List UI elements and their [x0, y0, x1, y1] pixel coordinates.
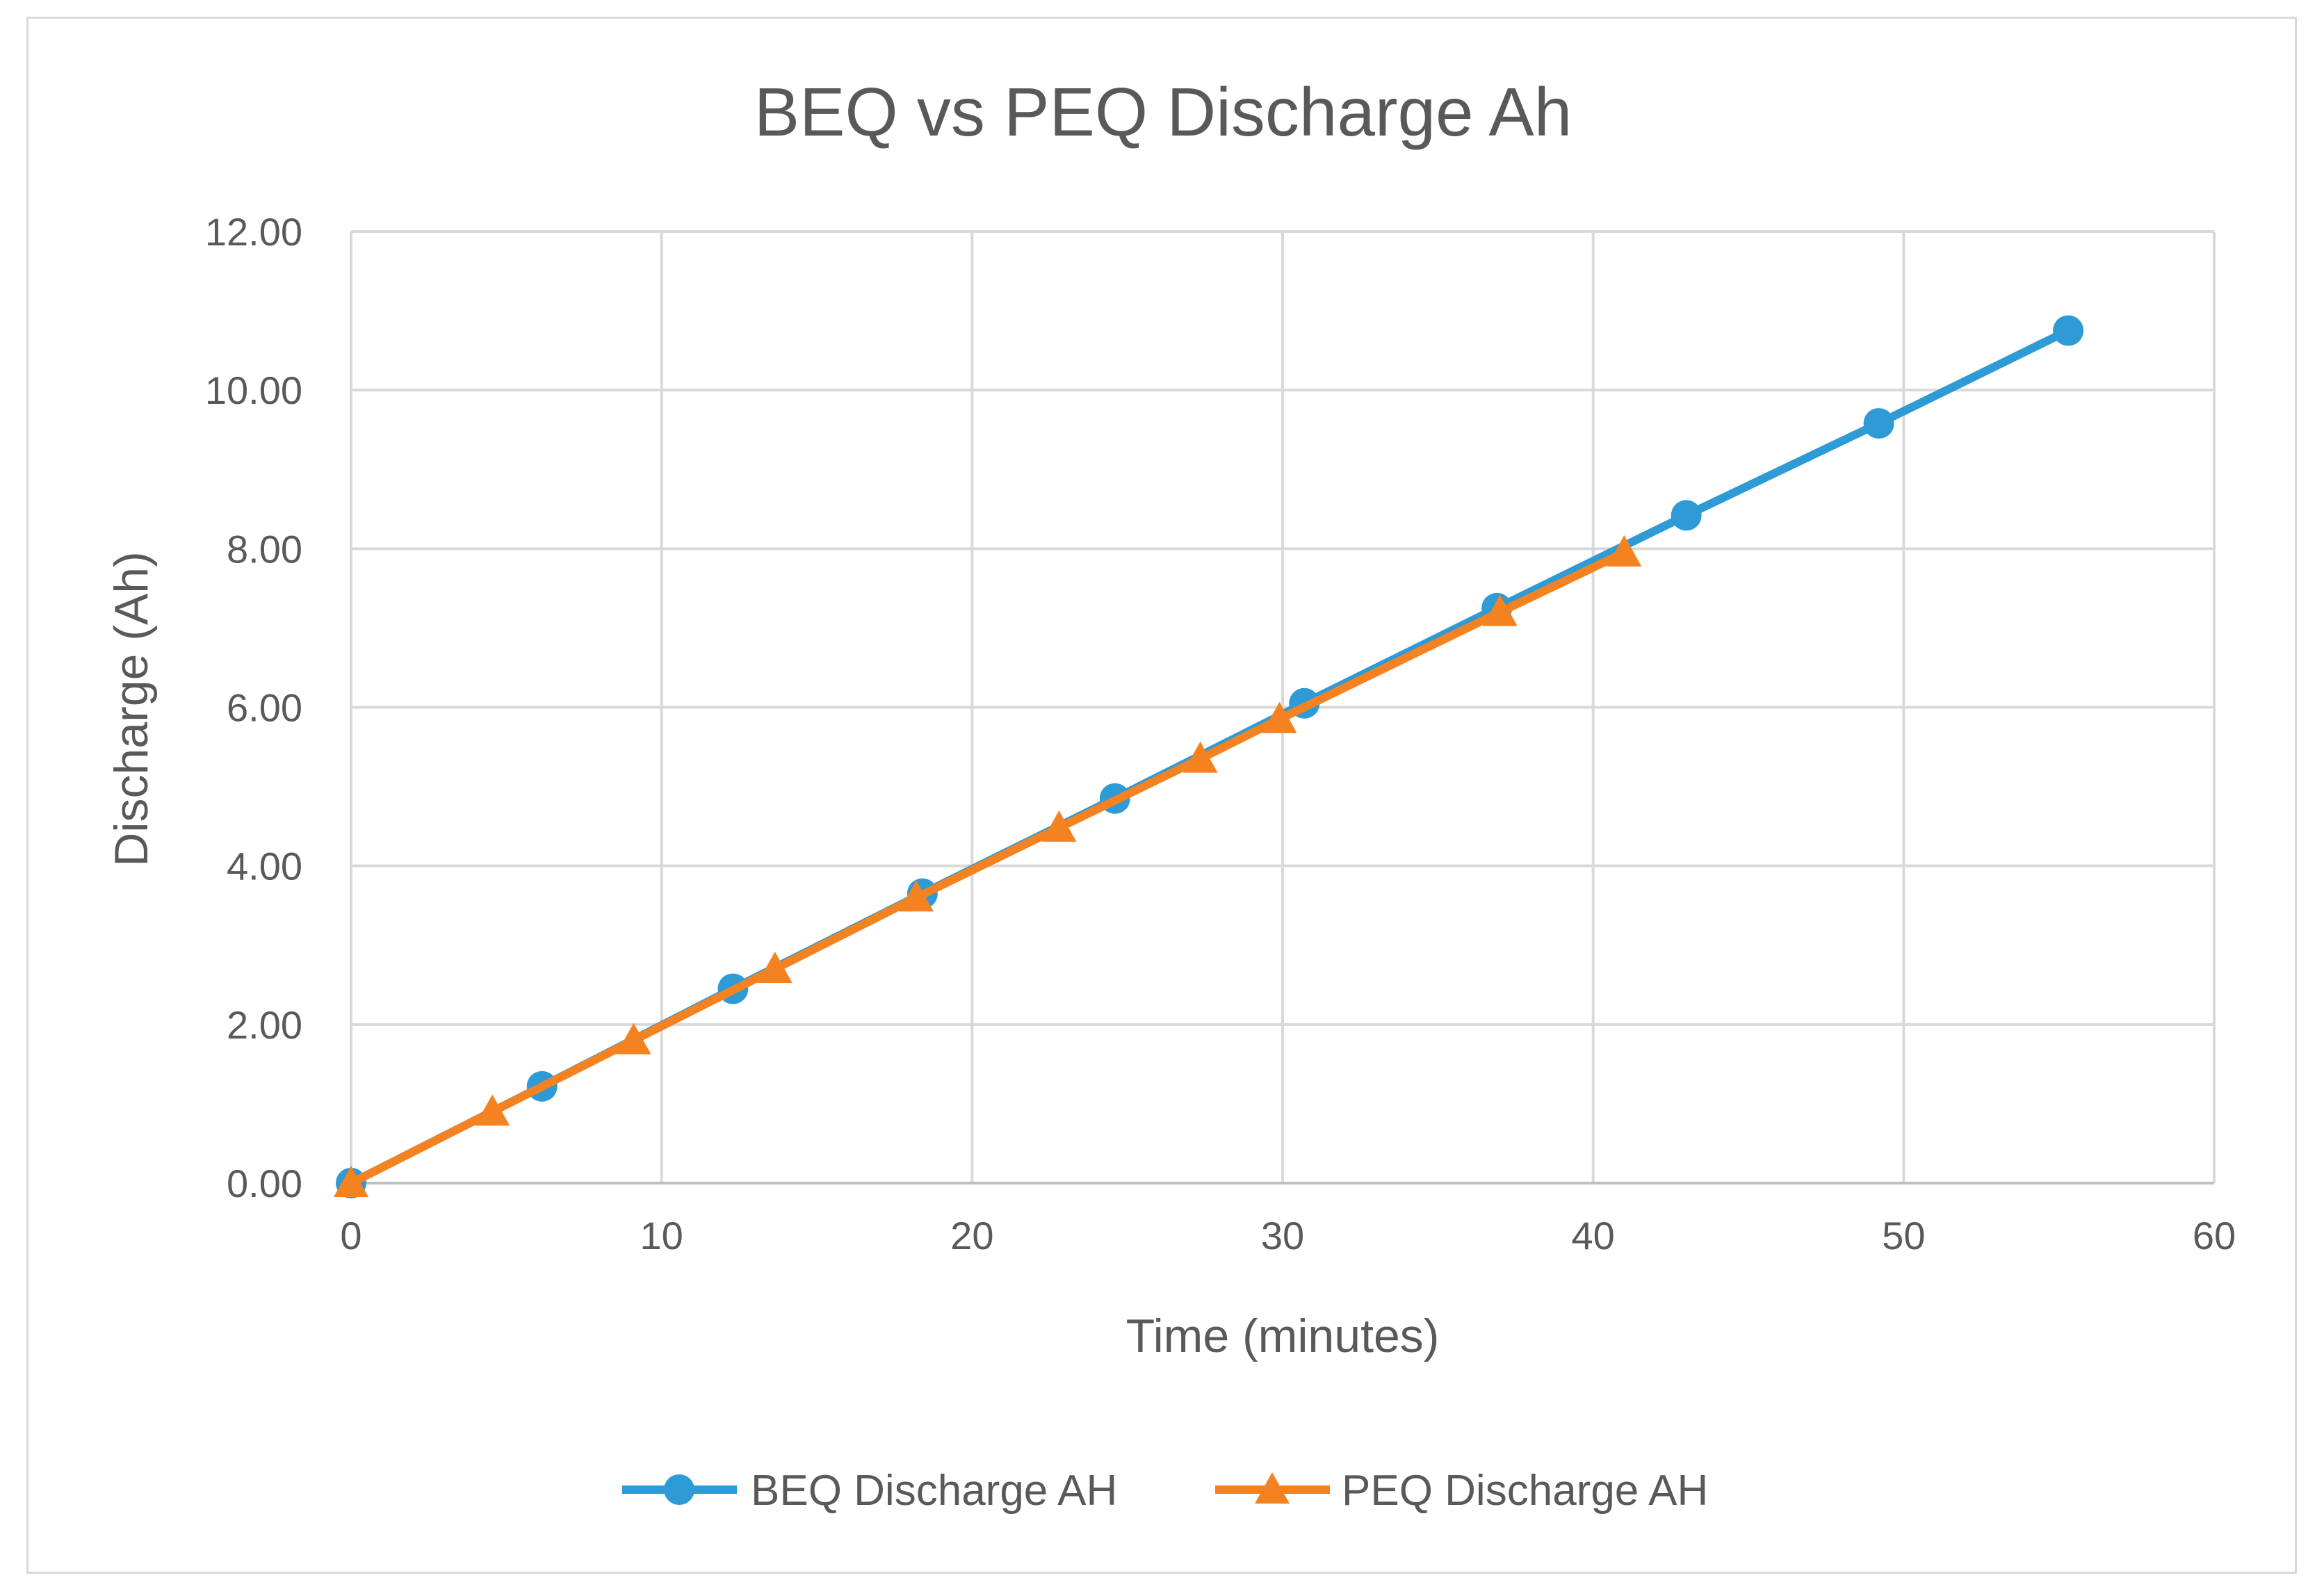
tick-labels: 0.00 2.00 4.00 6.00 8.00 10.00 12.00 0 10 20 30 40 5…	[205, 210, 2236, 1257]
legend[interactable]: BEQ Discharge AH PEQ Discharge AH	[622, 1467, 1708, 1515]
x-axis-title: Time (minutes)	[1126, 1310, 1440, 1362]
data-point	[2053, 315, 2084, 346]
x-tick-label: 30	[1261, 1214, 1304, 1257]
legend-entry-1[interactable]: BEQ Discharge AH	[622, 1467, 1117, 1515]
legend-entry-2[interactable]: PEQ Discharge AH	[1215, 1467, 1708, 1515]
y-tick-label: 0.00	[227, 1162, 302, 1205]
x-tick-label: 50	[1882, 1214, 1925, 1257]
data-point	[1041, 810, 1077, 842]
data-point	[616, 1023, 651, 1054]
x-tick-label: 10	[640, 1214, 683, 1257]
data-point	[1183, 741, 1218, 773]
chart-title: BEQ vs PEQ Discharge Ah	[754, 74, 1572, 150]
data-point	[1863, 408, 1894, 439]
series-line	[347, 548, 1629, 1187]
chart-frame	[26, 17, 2297, 1574]
data-point	[757, 951, 793, 983]
data-point	[334, 1166, 368, 1197]
x-tick-label: 40	[1572, 1214, 1615, 1257]
data-point	[898, 880, 934, 912]
y-tick-label: 12.00	[205, 210, 302, 254]
x-tick-label: 60	[2193, 1214, 2236, 1257]
y-tick-label: 10.00	[205, 368, 302, 412]
data-point	[475, 1094, 510, 1126]
y-tick-label: 8.00	[227, 527, 302, 571]
legend-label: PEQ Discharge AH	[1342, 1467, 1708, 1515]
x-tick-label: 0	[340, 1214, 361, 1257]
y-tick-label: 6.00	[227, 686, 302, 730]
legend-marker	[664, 1474, 694, 1505]
series-2	[334, 535, 1642, 1197]
legend-marker	[1255, 1472, 1290, 1504]
series	[334, 315, 2084, 1198]
data-point	[1482, 594, 1518, 626]
y-tick-label: 2.00	[227, 1003, 302, 1047]
x-tick-label: 20	[950, 1214, 993, 1257]
y-tick-label: 4.00	[227, 845, 302, 888]
data-point	[1607, 535, 1642, 567]
data-point	[1262, 701, 1297, 733]
y-axis-title: Discharge (Ah)	[105, 551, 158, 867]
data-point	[1671, 500, 1702, 531]
axes	[350, 231, 2214, 1184]
legend-label: BEQ Discharge AH	[751, 1467, 1117, 1515]
